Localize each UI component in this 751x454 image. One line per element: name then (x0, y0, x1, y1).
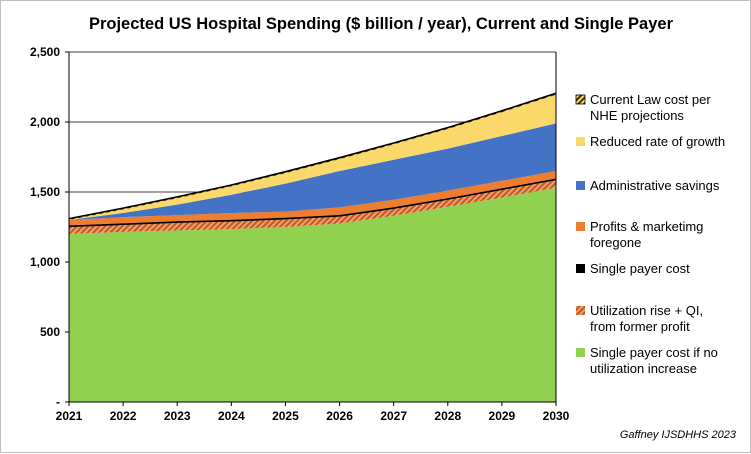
x-tick-label: 2025 (272, 409, 299, 423)
area-single-payer-no-utilization (69, 187, 556, 402)
area-administrative-savings (69, 123, 556, 220)
legend-item: Utilization rise + QI,from former profit (576, 303, 703, 334)
line-single-payer (68, 178, 557, 228)
x-tick-label: 2030 (543, 409, 570, 423)
x-tick-label: 2029 (489, 409, 516, 423)
y-tick-label: 1,000 (30, 255, 60, 269)
x-tick-label: 2027 (380, 409, 407, 423)
legend-swatch (576, 264, 585, 273)
y-tick-label: - (56, 395, 60, 409)
legend-swatch (576, 137, 585, 146)
legend-swatch (576, 181, 585, 190)
y-tick-label: 500 (40, 325, 60, 339)
x-tick-label: 2021 (56, 409, 83, 423)
x-tick-label: 2028 (434, 409, 461, 423)
credit-annotation: Gaffney IJSDHHS 2023 (620, 429, 737, 441)
y-tick-label: 2,500 (30, 45, 60, 59)
x-tick-label: 2023 (164, 409, 191, 423)
line-current-law (68, 92, 557, 220)
y-axis-ticks: - 500 1,000 1,500 2,000 2,500 (30, 45, 69, 409)
legend-swatch (575, 94, 586, 105)
legend-label: Single payer cost (590, 261, 690, 276)
legend-label: Current Law cost per (590, 92, 711, 107)
x-axis-ticks: 2021 2022 2023 2024 2025 2026 2027 2028 2029 2030 (56, 402, 570, 423)
y-tick-label: 1,500 (30, 185, 60, 199)
axes (68, 52, 557, 403)
legend-swatch (576, 348, 585, 357)
legend-label: Profits & marketimg (590, 219, 703, 234)
line-series (68, 92, 557, 228)
x-tick-label: 2022 (110, 409, 137, 423)
legend-label: Single payer cost if no (590, 345, 718, 360)
legend-label: Administrative savings (590, 178, 720, 193)
area-profits-foregone (69, 171, 556, 227)
legend-label: from former profit (590, 319, 690, 334)
legend-item: Reduced rate of growth (576, 134, 725, 149)
legend-label: Utilization rise + QI, (590, 303, 703, 318)
legend-label: Reduced rate of growth (590, 134, 725, 149)
legend-item: Administrative savings (576, 178, 720, 193)
legend-item: Single payer cost (576, 261, 690, 276)
legend-label: NHE projections (590, 108, 684, 123)
area-utilization-rise (69, 180, 556, 234)
legend-swatch (576, 222, 585, 231)
legend-label: foregone (590, 235, 641, 250)
x-tick-label: 2026 (326, 409, 353, 423)
area-series (69, 93, 556, 402)
x-tick-label: 2024 (218, 409, 245, 423)
legend-label: utilization increase (590, 361, 697, 376)
chart-title: Projected US Hospital Spending ($ billio… (89, 15, 674, 33)
y-tick-label: 2,000 (30, 115, 60, 129)
legend-swatch (576, 306, 585, 315)
